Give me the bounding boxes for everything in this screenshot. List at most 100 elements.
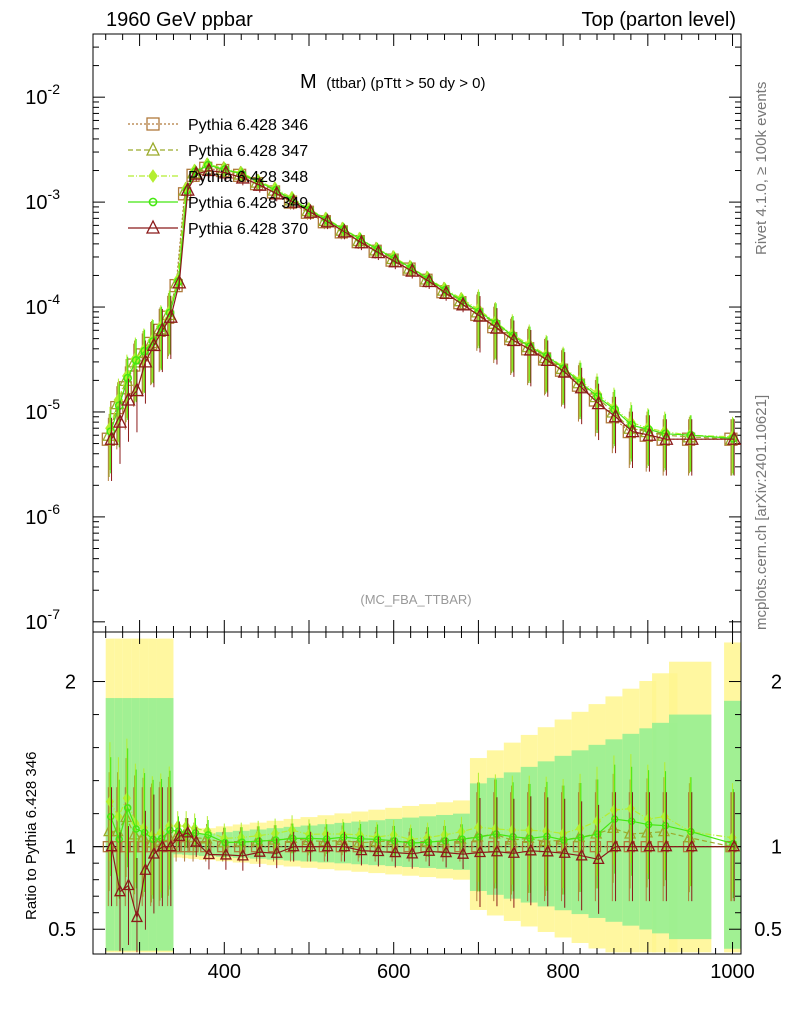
legend-label: Pythia 6.428 348 — [188, 169, 308, 186]
ratio-point — [441, 837, 450, 845]
ratio-point — [128, 827, 141, 840]
series-point — [371, 244, 386, 259]
plot-title-rest: (ttbar) (pTtt > 50 dy > 0) — [326, 75, 485, 92]
ratio-ytick-label: 1 — [65, 837, 76, 859]
ratio-point — [594, 830, 602, 838]
ratio-point — [122, 878, 135, 891]
ratio-point — [473, 845, 487, 858]
series-point — [422, 273, 437, 288]
ratio-point — [255, 837, 263, 845]
series-point — [574, 379, 589, 394]
legend-label: Pythia 6.428 347 — [188, 143, 308, 160]
series-370 — [104, 162, 742, 481]
ratio-band-green — [173, 835, 182, 855]
top-ytick-label: 10-2 — [25, 81, 60, 109]
ratio-point — [609, 839, 622, 852]
series-point — [727, 430, 742, 445]
series-point — [189, 165, 204, 180]
ratio-xtick-label: 600 — [377, 961, 410, 983]
ratio-point — [406, 846, 419, 859]
top-ytick-exponent: -5 — [48, 396, 61, 412]
ratio-point — [219, 847, 232, 860]
ratio-xtick-label: 1000 — [710, 961, 755, 983]
ratio-point — [577, 833, 585, 842]
ratio-point — [253, 844, 266, 857]
series-point — [456, 296, 471, 311]
series-point — [172, 274, 187, 289]
ratio-point — [272, 836, 280, 844]
ratio-point — [270, 845, 283, 858]
ratio-point — [407, 839, 416, 847]
series-point — [112, 413, 128, 428]
ratio-point — [271, 827, 280, 840]
ratio-point — [661, 821, 670, 830]
ratio-series-370 — [105, 787, 741, 953]
series-point — [201, 162, 217, 177]
ratio-point — [454, 831, 467, 844]
ratio-point — [120, 810, 133, 823]
ratio-point — [728, 839, 741, 852]
series-point — [337, 223, 352, 238]
ratio-point — [541, 844, 554, 857]
ratio-point — [475, 833, 483, 841]
ratio-point — [644, 820, 653, 829]
series-point — [557, 363, 572, 378]
series-point — [131, 356, 141, 365]
ratio-point — [181, 825, 194, 838]
plot-title-main: M — [300, 71, 317, 93]
series-point — [591, 395, 606, 410]
ratio-point — [105, 839, 118, 852]
ratio-point — [115, 835, 123, 843]
series-point — [373, 244, 382, 254]
ratio-point — [423, 843, 436, 856]
ratio-point — [204, 831, 212, 839]
ratio-point — [166, 826, 174, 834]
series-point — [439, 284, 454, 300]
series-point — [608, 408, 623, 423]
ratio-point — [202, 847, 216, 860]
ratio-point — [492, 830, 500, 838]
ratio-point — [106, 812, 115, 821]
series-point — [203, 160, 213, 170]
ratio-point — [390, 837, 399, 845]
ratio-xtick-label: 800 — [546, 961, 579, 983]
legend-marker — [146, 117, 160, 131]
series-point — [506, 332, 521, 347]
series-point — [218, 164, 233, 179]
series-point — [593, 392, 603, 401]
series-point — [235, 169, 250, 184]
legend-label: Pythia 6.428 349 — [188, 195, 308, 212]
ratio-ytick-label-right: 1 — [771, 837, 782, 859]
ratio-point — [643, 839, 656, 852]
ratio-point — [560, 836, 568, 844]
ratio-point — [558, 845, 571, 858]
band-layer — [105, 638, 741, 953]
ratio-point — [490, 844, 504, 857]
ratio-point — [304, 839, 317, 852]
ratio-point — [236, 848, 249, 861]
ratio-point — [156, 839, 169, 852]
ratio-point — [174, 827, 183, 835]
series-point — [627, 420, 637, 430]
ratio-point — [687, 827, 695, 836]
legend-marker — [145, 219, 161, 234]
ratio-point — [113, 884, 127, 897]
legend-label: Pythia 6.428 370 — [188, 221, 308, 238]
top-ytick-exponent: -2 — [48, 81, 61, 97]
ratio-point — [373, 835, 382, 844]
ratio-point — [524, 843, 537, 856]
ratio-ytick-label: 0.5 — [48, 919, 76, 941]
ratio-point — [339, 833, 348, 841]
series-point — [661, 429, 670, 439]
series-point — [642, 426, 657, 441]
series-point — [252, 176, 267, 191]
watermark: (MC_FBA_TTBAR) — [360, 592, 471, 607]
ratio-frame — [92, 631, 742, 955]
series-point — [405, 262, 420, 277]
series-point — [180, 181, 195, 196]
ratio-point — [509, 833, 517, 841]
header-right: Top (parton level) — [581, 9, 736, 31]
ratio-ytick-label-right: 0.5 — [754, 919, 782, 941]
series-point — [286, 193, 301, 208]
ratio-point — [372, 844, 385, 857]
